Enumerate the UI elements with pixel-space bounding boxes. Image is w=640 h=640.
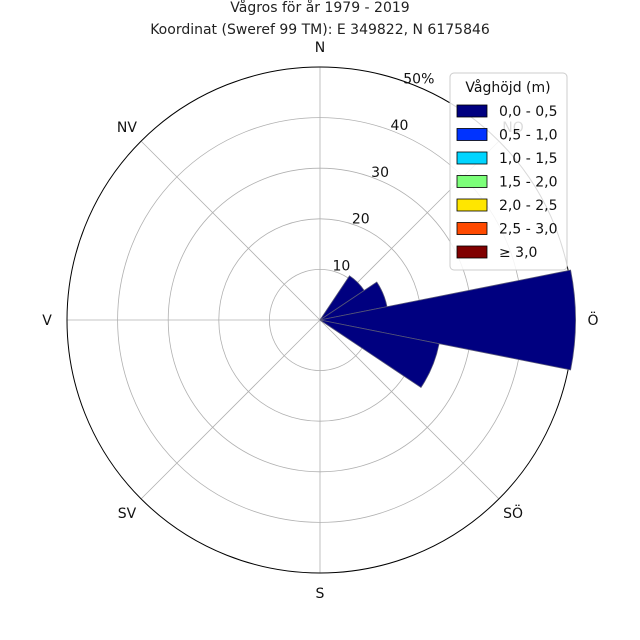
direction-label-3: Ö xyxy=(587,311,598,329)
legend-label-1: 0,0 - 0,5 xyxy=(499,104,557,120)
chart-subtitle: Koordinat (Sweref 99 TM): E 349822, N 61… xyxy=(150,22,490,38)
legend-swatch-5 xyxy=(456,198,488,212)
radial-tick-label-1: 10 xyxy=(332,258,350,274)
wave-bars xyxy=(319,269,576,389)
legend-frame xyxy=(449,72,568,271)
wave-bar-1-3 xyxy=(319,269,576,371)
legend-label-7: ≥ 3,0 xyxy=(499,245,537,261)
legend-label-6: 2,5 - 3,0 xyxy=(499,222,557,238)
legend-swatch-4 xyxy=(456,175,488,188)
radial-tick-label-3: 30 xyxy=(371,165,389,181)
wave-bar-1-4 xyxy=(319,319,440,389)
legend-label-3: 1,0 - 1,5 xyxy=(499,151,557,167)
legend-swatch-1 xyxy=(456,104,488,118)
grid-spoke-8 xyxy=(140,140,321,321)
legend-swatch-7 xyxy=(456,245,488,259)
grid-spoke-4 xyxy=(319,319,500,500)
direction-label-4: SÖ xyxy=(503,504,523,522)
legend: Våghöjd (m) 0,0 - 0,5 0,5 - 1,0 1,0 - 1,5 1… xyxy=(449,72,568,271)
direction-label-5: S xyxy=(316,586,325,602)
direction-label-8: NV xyxy=(117,120,137,136)
radial-tick-label-4: 40 xyxy=(391,118,409,134)
direction-label-7: V xyxy=(42,313,52,329)
legend-swatch-2 xyxy=(456,128,488,141)
legend-label-5: 2,0 - 2,5 xyxy=(499,198,557,214)
direction-label-6: SV xyxy=(118,506,137,522)
direction-label-1: N xyxy=(315,40,325,56)
legend-entries: 0,0 - 0,5 0,5 - 1,0 1,0 - 1,5 1,5 - 2,0 2,0 … xyxy=(456,104,557,261)
chart-title: Vågros för år 1979 - 2019 xyxy=(230,0,409,16)
legend-swatch-3 xyxy=(456,151,488,165)
radial-tick-label-5: 50% xyxy=(403,71,434,87)
legend-swatch-6 xyxy=(456,222,488,235)
grid-spoke-6 xyxy=(140,319,321,500)
legend-label-2: 0,5 - 1,0 xyxy=(499,128,557,144)
radial-tick-label-2: 20 xyxy=(352,212,370,228)
legend-title: Våghöjd (m) xyxy=(465,79,550,96)
legend-label-4: 1,5 - 2,0 xyxy=(499,175,557,191)
